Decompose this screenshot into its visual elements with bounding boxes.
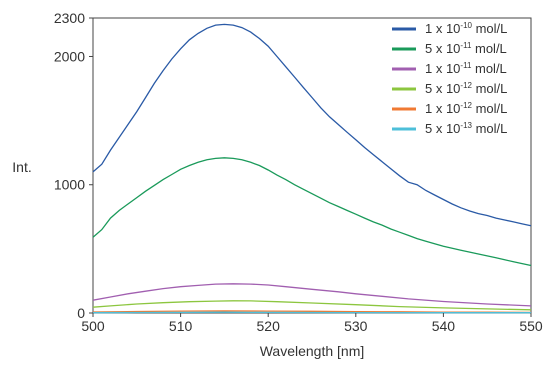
legend-label-3: 5 x 10-12 mol/L	[425, 81, 507, 96]
x-tick-label: 550	[519, 318, 543, 334]
y-tick-label: 2000	[54, 48, 85, 64]
series-line-0	[92, 23, 532, 227]
x-tick-label: 500	[81, 318, 105, 334]
legend: 1 x 10-10 mol/L 5 x 10-11 mol/L 1 x 10-11 …	[392, 21, 507, 136]
x-tick-label: 520	[257, 318, 281, 334]
tick-layer: 500 510 520 530 540 550 0 1000 2000 2300	[54, 10, 543, 334]
series-line-2	[92, 283, 532, 307]
x-axis-label: Wavelength [nm]	[260, 343, 365, 359]
series-line-3	[92, 300, 532, 311]
series-line-1	[92, 157, 532, 267]
y-tick-label: 0	[77, 305, 85, 321]
x-tick-label: 510	[169, 318, 193, 334]
legend-label-4: 1 x 10-12 mol/L	[425, 101, 507, 116]
x-tick-label: 540	[432, 318, 456, 334]
y-tick-label: 2300	[54, 10, 85, 26]
legend-label-0: 1 x 10-10 mol/L	[425, 21, 507, 36]
y-tick-label: 1000	[54, 177, 85, 193]
legend-label-1: 5 x 10-11 mol/L	[425, 41, 507, 56]
legend-label-2: 1 x 10-11 mol/L	[425, 61, 507, 76]
x-tick-label: 530	[344, 318, 368, 334]
y-axis-label: Int.	[12, 159, 31, 175]
legend-label-5: 5 x 10-13 mol/L	[425, 121, 507, 136]
series-line-5	[92, 311, 531, 314]
series-layer	[92, 23, 532, 314]
